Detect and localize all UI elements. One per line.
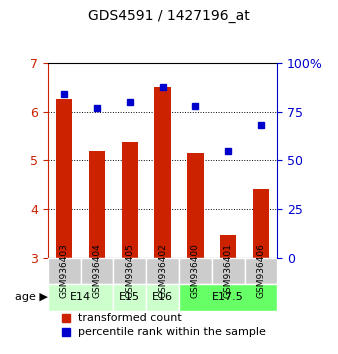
Text: GSM936402: GSM936402 [158, 244, 167, 298]
Bar [187, 153, 203, 258]
Text: percentile rank within the sample: percentile rank within the sample [78, 327, 266, 337]
FancyBboxPatch shape [179, 284, 277, 311]
Text: GSM936406: GSM936406 [257, 244, 266, 298]
Text: GSM936404: GSM936404 [93, 244, 101, 298]
FancyBboxPatch shape [81, 258, 114, 284]
FancyBboxPatch shape [146, 258, 179, 284]
FancyBboxPatch shape [179, 258, 212, 284]
Bar [154, 87, 171, 258]
Text: transformed count: transformed count [78, 313, 182, 323]
Text: GSM936400: GSM936400 [191, 244, 200, 298]
Bar [56, 99, 72, 258]
Bar [220, 235, 236, 258]
Text: E16: E16 [152, 292, 173, 302]
FancyBboxPatch shape [146, 284, 179, 311]
Text: GSM936401: GSM936401 [224, 244, 233, 298]
FancyBboxPatch shape [212, 258, 245, 284]
FancyBboxPatch shape [245, 258, 277, 284]
Text: GSM936403: GSM936403 [60, 244, 69, 298]
Text: E15: E15 [119, 292, 140, 302]
FancyBboxPatch shape [114, 258, 146, 284]
Text: GSM936405: GSM936405 [125, 244, 134, 298]
Bar [122, 142, 138, 258]
Text: E17.5: E17.5 [212, 292, 244, 302]
Text: age ▶: age ▶ [15, 292, 48, 302]
Text: GDS4591 / 1427196_at: GDS4591 / 1427196_at [88, 9, 250, 23]
FancyBboxPatch shape [48, 258, 81, 284]
Bar [253, 189, 269, 258]
Text: E14: E14 [70, 292, 91, 302]
FancyBboxPatch shape [114, 284, 146, 311]
FancyBboxPatch shape [48, 284, 114, 311]
Bar [89, 151, 105, 258]
